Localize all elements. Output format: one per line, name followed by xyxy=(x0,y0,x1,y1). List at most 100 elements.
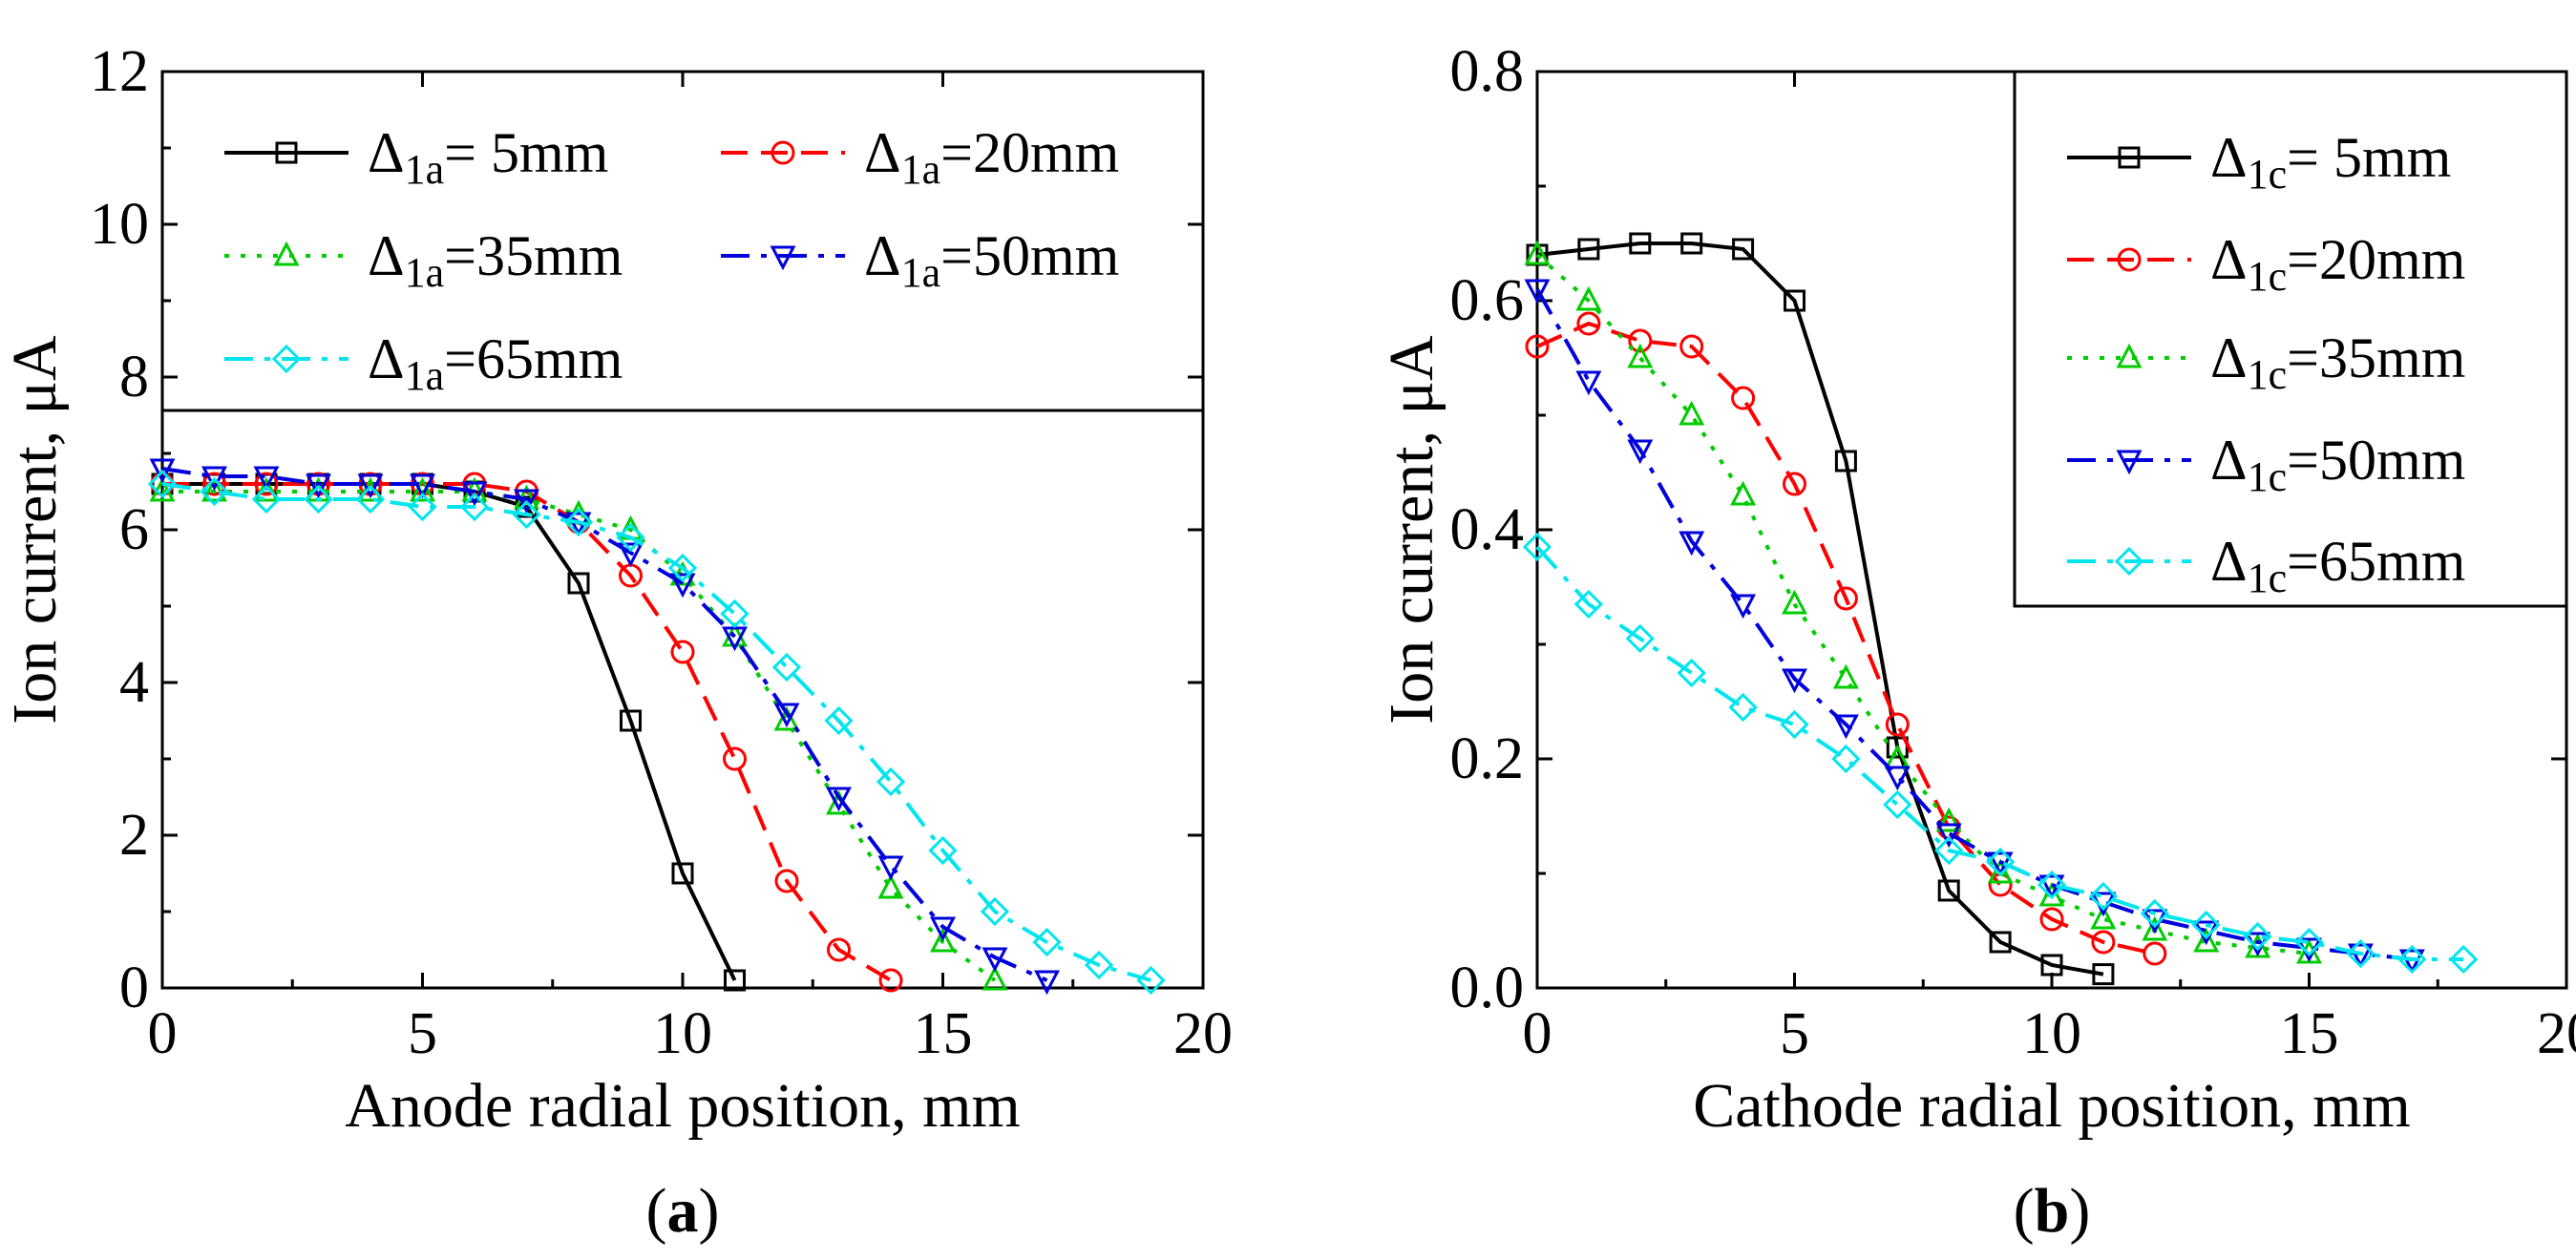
data-point xyxy=(771,652,802,682)
x-axis-label: Anode radial position, mm xyxy=(345,1071,1021,1141)
legend-subscript: 1c xyxy=(2248,253,2288,300)
data-point xyxy=(2038,881,2065,907)
data-point xyxy=(982,965,1008,991)
legend-label: Δ1c= 5mm xyxy=(2210,126,2451,198)
data-point xyxy=(1575,370,1602,396)
data-point xyxy=(1628,328,1653,353)
data-point xyxy=(827,937,851,962)
data-point xyxy=(2092,963,2115,986)
data-point xyxy=(410,473,435,499)
x-tick-label: 5 xyxy=(408,1001,437,1066)
data-point xyxy=(1576,311,1601,336)
legend-swatch-marker xyxy=(2116,343,2143,368)
panel-label-letter: b xyxy=(2035,1176,2070,1246)
data-point xyxy=(1679,334,1704,359)
data-point xyxy=(1730,480,1757,506)
data-point xyxy=(1034,970,1060,996)
legend-label: Δ1a= 5mm xyxy=(368,121,608,193)
legend-item: Δ1a=20mm xyxy=(721,121,1119,193)
data-point xyxy=(1782,589,1807,615)
legend-label: Δ1c=35mm xyxy=(2210,326,2465,398)
data-point xyxy=(1730,594,1757,620)
data-point xyxy=(201,466,227,492)
data-point xyxy=(2142,915,2168,941)
legend-label: Δ1a=65mm xyxy=(368,327,623,399)
data-point xyxy=(1833,586,1858,611)
data-point xyxy=(2347,943,2374,969)
x-tick-label: 0 xyxy=(148,1001,178,1066)
y-tick-label: 0.8 xyxy=(1450,39,1525,104)
legend-value: =50mm xyxy=(2287,429,2465,492)
legend-subscript: 1c xyxy=(2248,151,2288,198)
series-2 xyxy=(149,476,1008,991)
data-point xyxy=(251,484,282,514)
legend-item: Δ1c=35mm xyxy=(2067,326,2465,398)
data-point xyxy=(1831,744,1861,774)
data-point xyxy=(1783,472,1806,496)
x-tick-label: 20 xyxy=(1173,1001,1233,1066)
data-point xyxy=(724,969,746,992)
data-point xyxy=(1884,766,1911,791)
legend-swatch-marker xyxy=(2117,247,2142,272)
series-line xyxy=(1535,545,2464,961)
data-point xyxy=(1084,950,1114,980)
legend-subscript: 1a xyxy=(901,146,941,193)
data-point xyxy=(1577,238,1600,261)
legend-label: Δ1a=35mm xyxy=(368,224,623,296)
data-point xyxy=(1680,232,1703,255)
data-point xyxy=(1731,386,1756,410)
data-point xyxy=(253,466,280,492)
legend-label: Δ1c=65mm xyxy=(2210,530,2465,601)
data-point xyxy=(2449,944,2479,975)
legend-item: Δ1c= 5mm xyxy=(2067,126,2451,198)
data-point xyxy=(826,787,852,812)
data-point xyxy=(670,640,695,664)
data-point xyxy=(1627,439,1654,465)
data-point xyxy=(1525,334,1550,359)
panel-label-open: ( xyxy=(646,1176,667,1246)
data-point xyxy=(928,835,958,866)
data-point xyxy=(2191,910,2221,940)
panel-label-close: ) xyxy=(699,1176,720,1246)
legend-swatch-marker xyxy=(2114,546,2144,577)
legend-subscript: 1c xyxy=(2248,555,2288,601)
legend-item: Δ1a=50mm xyxy=(721,224,1119,296)
legend-item: Δ1a=65mm xyxy=(224,327,623,399)
legend-subscript: 1a xyxy=(405,249,445,296)
legend-subscript: 1c xyxy=(2248,351,2288,398)
data-point xyxy=(2040,954,2063,976)
data-point xyxy=(1935,823,1962,849)
data-point xyxy=(2346,938,2375,969)
legend-value: =35mm xyxy=(444,224,623,287)
legend-box xyxy=(2013,70,2568,608)
chart-panel-b: 0 5 10 15 20 0.0 0.2 0.4 0.6 0.8 Cathode radial po… xyxy=(1377,39,2576,1246)
legend-subscript: 1a xyxy=(901,249,941,296)
x-axis-label: Cathode radial position, mm xyxy=(1693,1071,2411,1141)
data-point xyxy=(200,476,229,507)
data-point xyxy=(304,484,333,514)
legend-item: Δ1a=35mm xyxy=(224,224,623,296)
data-point xyxy=(563,507,594,537)
chart-panel-a: 0 5 10 15 20 0 2 4 6 8 10 12 Anode radial position, … xyxy=(0,39,1233,1246)
data-point xyxy=(774,869,799,893)
data-point xyxy=(408,492,437,522)
data-point xyxy=(1935,807,1962,832)
data-point xyxy=(667,553,698,583)
data-point xyxy=(1782,668,1807,694)
x-tick-label: 15 xyxy=(914,1001,973,1066)
legend-item: Δ1c=65mm xyxy=(2067,530,2465,601)
data-point xyxy=(877,873,904,899)
data-point xyxy=(824,705,854,736)
data-point xyxy=(306,473,331,499)
data-point xyxy=(930,916,956,942)
y-tick-label: 6 xyxy=(119,497,149,562)
data-point xyxy=(1832,663,1859,689)
legend-value: =20mm xyxy=(2287,228,2465,291)
y-tick-label: 8 xyxy=(119,345,149,410)
legend-symbol: Δ xyxy=(368,327,405,390)
legend-symbol: Δ xyxy=(2210,228,2248,291)
data-point xyxy=(1937,879,1960,902)
legend-symbol: Δ xyxy=(864,121,901,184)
